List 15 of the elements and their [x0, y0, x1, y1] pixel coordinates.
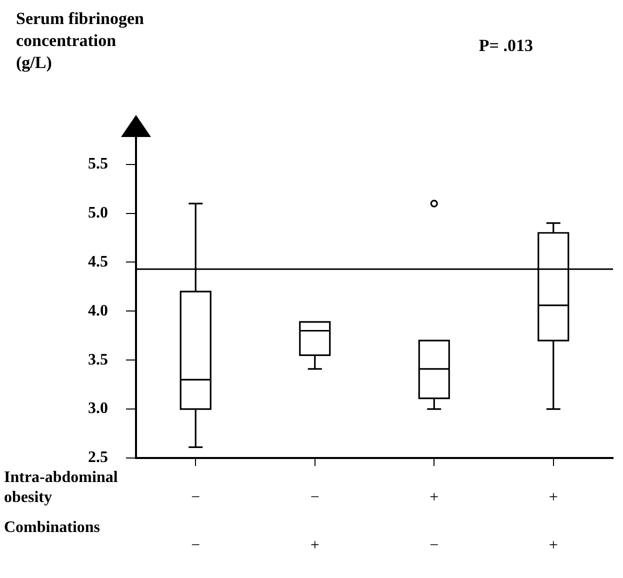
y-tick-label: 3.5: [88, 351, 108, 368]
text: Intra-abdominal obesity: [4, 469, 118, 506]
y-tick-label: 2.5: [88, 449, 108, 466]
text: Combinations: [4, 519, 100, 536]
category-label: − +: [310, 489, 320, 554]
y-tick-label: 5.0: [88, 204, 108, 222]
y-axis-title: Serum fibrinogen concentration (g/L): [16, 8, 145, 74]
category-label: − −: [191, 489, 200, 554]
y-tick-label: 4.5: [88, 253, 108, 270]
text: P= .013: [478, 36, 533, 56]
y-tick-label: 5.5: [88, 156, 108, 173]
y-tick-label: 3.0: [88, 400, 108, 418]
category-label: + +: [548, 489, 558, 554]
y-tick-label: 4.0: [88, 302, 108, 320]
category-label: + −: [430, 489, 439, 554]
